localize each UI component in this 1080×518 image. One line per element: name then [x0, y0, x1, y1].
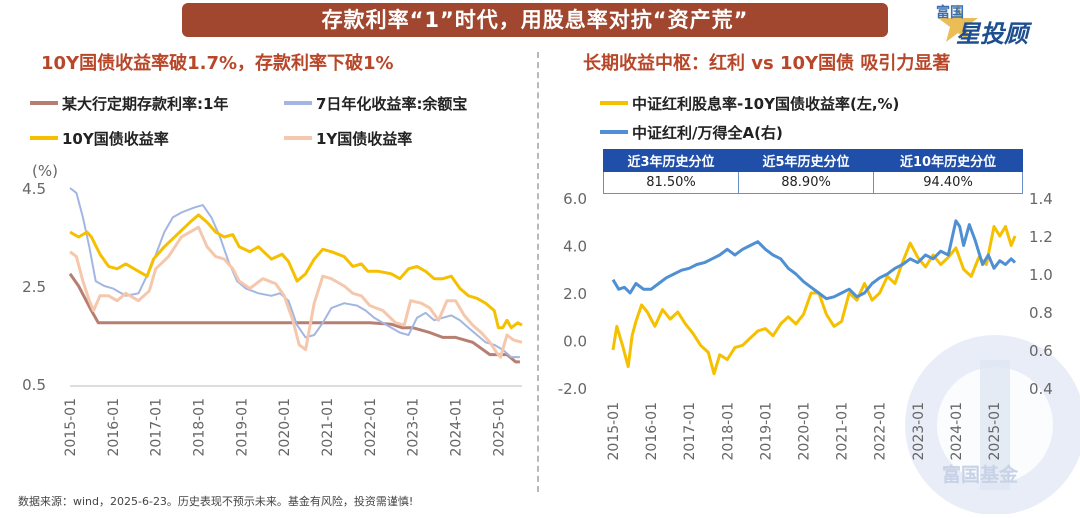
logo-sub: 富国 [936, 5, 964, 21]
x-tick-label: 2019-01 [758, 402, 774, 461]
y-right-tick-label: 1.4 [1029, 190, 1053, 208]
x-tick-label: 2018-01 [720, 402, 736, 461]
y-axis-unit: (%) [32, 162, 58, 180]
x-tick-label: 2019-01 [234, 398, 250, 457]
series-line-3 [69, 225, 523, 359]
x-tick-label: 2023-01 [911, 402, 927, 461]
table-row: 81.50% 88.90% 94.40% [602, 171, 1023, 194]
legend-item-yuebao: 7日年化收益率:余额宝 [284, 93, 467, 114]
y-right-tick-label: 0.8 [1029, 304, 1053, 322]
star-icon [938, 4, 978, 42]
x-tick-label: 2015-01 [63, 398, 79, 457]
banner-title: 存款利率“1”时代，用股息率对抗“资产荒” [182, 3, 888, 37]
y-right-tick-label: 1.0 [1029, 266, 1053, 284]
y-left-tick-label: 4.0 [563, 238, 587, 256]
legend-item-10y: 10Y国债收益率 [30, 128, 169, 149]
table-cell: 88.90% [738, 171, 875, 194]
x-tick-label: 2024-01 [949, 402, 965, 461]
x-tick-label: 2025-01 [987, 402, 1003, 461]
table-header-cell: 近5年历史分位 [738, 149, 875, 172]
source-note: 数据来源：wind，2025-6-23。历史表现不预示未来。基金有风险，投资需谨… [18, 495, 414, 508]
series-line-0 [611, 225, 1017, 376]
legend-label: 中证红利股息率-10Y国债收益率(左,%) [632, 95, 900, 113]
legend-item-1y: 1Y国债收益率 [284, 128, 412, 149]
logo-main: 星投顾 [956, 20, 1028, 48]
x-tick-label: 2020-01 [797, 402, 813, 461]
table-header-row: 近3年历史分位 近5年历史分位 近10年历史分位 [602, 149, 1023, 172]
legend-label: 7日年化收益率:余额宝 [316, 95, 468, 113]
y-tick-label: 0.5 [22, 376, 46, 394]
y-right-tick-label: 1.2 [1029, 228, 1053, 246]
table-header-cell: 近3年历史分位 [602, 149, 740, 172]
series-line-1 [611, 219, 1017, 301]
x-tick-label: 2017-01 [149, 398, 165, 457]
right-chart-title: 长期收益中枢：红利 vs 10Y国债 吸引力显著 [583, 53, 951, 74]
y-tick-label: 2.5 [22, 278, 46, 296]
legend-label: 1Y国债收益率 [316, 130, 413, 148]
x-tick-label: 2025-01 [491, 398, 507, 457]
x-tick-label: 2021-01 [320, 398, 336, 457]
y-right-tick-label: 0.4 [1029, 380, 1053, 398]
x-tick-label: 2022-01 [363, 398, 379, 457]
series-line-1 [69, 187, 520, 359]
left-chart-title: 10Y国债收益率破1.7%，存款利率下破1% [41, 53, 394, 74]
series-line-0 [68, 272, 520, 364]
legend-swatch [284, 135, 312, 140]
y-left-tick-label: 0.0 [563, 333, 587, 351]
series-line-2 [69, 213, 523, 330]
x-tick-label: 2017-01 [682, 402, 698, 461]
y-left-tick-label: 6.0 [563, 190, 587, 208]
x-tick-label: 2023-01 [406, 398, 422, 457]
watermark: 富国基金 [870, 300, 1080, 515]
legend-item-relative-ratio: 中证红利/万得全A(右) [600, 122, 783, 143]
watermark-logo-icon [905, 335, 1080, 515]
legend-item-deposit-rate: 某大行定期存款利率:1年 [30, 93, 228, 114]
legend-label: 10Y国债收益率 [62, 130, 169, 148]
percentile-table: 近3年历史分位 近5年历史分位 近10年历史分位 81.50% 88.90% 9… [602, 149, 1023, 194]
y-right-tick-label: 0.6 [1029, 342, 1053, 360]
legend-swatch [600, 129, 628, 134]
x-tick-label: 2022-01 [873, 402, 889, 461]
panel-divider [537, 52, 539, 492]
x-tick-label: 2021-01 [835, 402, 851, 461]
watermark-text: 富国基金 [942, 464, 1019, 486]
x-tick-label: 2016-01 [106, 398, 122, 457]
x-tick-label: 2020-01 [277, 398, 293, 457]
table-header-cell: 近10年历史分位 [873, 149, 1023, 172]
x-tick-label: 2016-01 [644, 402, 660, 461]
x-tick-label: 2024-01 [449, 398, 465, 457]
legend-swatch [600, 100, 628, 105]
x-tick-label: 2015-01 [606, 402, 622, 461]
y-left-tick-label: -2.0 [558, 380, 587, 398]
brand-logo: 富国 星投顾 [936, 2, 1076, 48]
legend-label: 某大行定期存款利率:1年 [62, 95, 229, 113]
left-chart: (%)4.5 2.5 0.5 2015-01 2016-01 2017-01 2018-01… [22, 162, 523, 457]
y-left-tick-label: 2.0 [563, 285, 587, 303]
legend-label: 中证红利/万得全A(右) [632, 124, 783, 142]
legend-swatch [30, 135, 58, 140]
legend-item-dividend-spread: 中证红利股息率-10Y国债收益率(左,%) [600, 93, 899, 114]
right-chart: 6.0 4.0 2.0 0.0 -2.0 1.4 1.2 1.0 0.8 0.6 0.4 2015-0… [558, 190, 1053, 461]
y-tick-label: 4.5 [22, 180, 46, 198]
x-tick-label: 2018-01 [192, 398, 208, 457]
legend-swatch [284, 100, 312, 105]
table-cell: 94.40% [873, 171, 1023, 194]
legend-swatch [30, 100, 58, 105]
